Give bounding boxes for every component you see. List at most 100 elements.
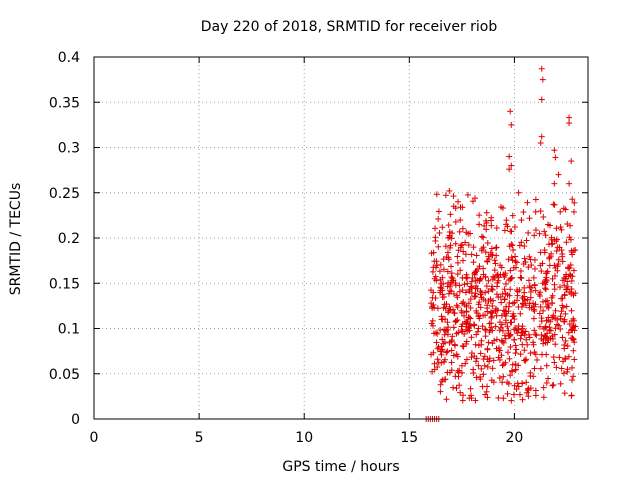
y-tick-label: 0.35	[49, 95, 80, 111]
data-point	[505, 349, 512, 356]
data-point	[450, 324, 457, 331]
data-point	[462, 251, 469, 258]
data-point	[434, 330, 441, 337]
data-point	[468, 278, 475, 285]
data-point	[511, 316, 518, 323]
data-point	[557, 315, 564, 322]
data-point	[431, 360, 438, 367]
data-point	[552, 341, 559, 348]
data-point	[532, 351, 539, 358]
data-point	[464, 274, 471, 281]
data-point	[449, 333, 456, 340]
data-point	[459, 342, 466, 349]
data-point	[541, 249, 548, 256]
grid-lines	[94, 57, 588, 419]
data-point	[456, 228, 463, 235]
data-point	[543, 351, 550, 358]
data-point	[540, 384, 547, 391]
data-point	[460, 257, 467, 264]
data-point	[497, 271, 504, 278]
data-point	[472, 290, 479, 297]
data-point	[561, 292, 568, 299]
data-point	[562, 275, 569, 282]
data-point	[539, 76, 546, 83]
data-point	[471, 195, 478, 202]
data-point	[447, 244, 454, 251]
data-point	[521, 255, 528, 262]
data-point	[570, 267, 577, 274]
data-point	[524, 199, 531, 206]
data-point	[566, 321, 573, 328]
data-point	[438, 347, 445, 354]
data-point	[469, 275, 476, 282]
data-point	[508, 254, 515, 261]
data-point	[527, 350, 534, 357]
y-tick-label: 0	[71, 412, 80, 428]
data-point	[570, 347, 577, 354]
data-point	[445, 256, 452, 263]
data-point	[456, 382, 463, 389]
data-point	[555, 171, 562, 178]
data-point	[501, 227, 508, 234]
data-point	[428, 320, 435, 327]
data-point	[447, 242, 454, 249]
data-point	[493, 244, 500, 251]
data-point	[527, 294, 534, 301]
data-point	[557, 224, 564, 231]
data-point	[471, 271, 478, 278]
data-point	[500, 395, 507, 402]
data-point	[448, 235, 455, 242]
data-point	[509, 300, 516, 307]
data-point	[444, 369, 451, 376]
data-point	[506, 153, 513, 160]
data-point	[558, 365, 565, 372]
data-point	[557, 208, 564, 215]
data-point	[549, 275, 556, 282]
data-point	[497, 324, 504, 331]
data-point	[545, 301, 552, 308]
data-point	[551, 359, 558, 366]
data-point	[553, 364, 560, 371]
data-point	[450, 352, 457, 359]
data-point	[517, 351, 524, 358]
data-point	[532, 208, 539, 215]
data-point	[522, 357, 529, 364]
data-point	[559, 334, 566, 341]
data-point	[479, 323, 486, 330]
data-point	[507, 332, 514, 339]
data-point	[448, 367, 455, 374]
data-point	[476, 263, 483, 270]
data-point	[521, 243, 528, 250]
data-point	[561, 390, 568, 397]
data-point	[479, 245, 486, 252]
data-point	[510, 247, 517, 254]
data-point	[548, 241, 555, 248]
data-point	[477, 275, 484, 282]
data-point	[475, 325, 482, 332]
data-point	[514, 380, 521, 387]
data-point	[441, 376, 448, 383]
data-point	[532, 287, 539, 294]
data-point	[446, 187, 453, 194]
data-point	[436, 230, 443, 237]
data-point	[432, 225, 439, 232]
data-point	[564, 283, 571, 290]
data-point	[521, 347, 528, 354]
data-point	[511, 223, 518, 230]
data-point	[553, 225, 560, 232]
data-point	[457, 389, 464, 396]
data-point	[567, 222, 574, 229]
chart-title: Day 220 of 2018, SRMTID for receiver rio…	[201, 19, 498, 35]
data-point	[501, 296, 508, 303]
data-point	[433, 191, 440, 198]
data-point	[469, 198, 476, 205]
data-point	[463, 356, 470, 363]
data-point	[502, 290, 509, 297]
data-point	[454, 253, 461, 260]
data-point	[518, 275, 525, 282]
data-point	[452, 317, 459, 324]
data-point	[451, 309, 458, 316]
data-point	[454, 271, 461, 278]
data-point	[550, 381, 557, 388]
data-point	[568, 307, 575, 314]
